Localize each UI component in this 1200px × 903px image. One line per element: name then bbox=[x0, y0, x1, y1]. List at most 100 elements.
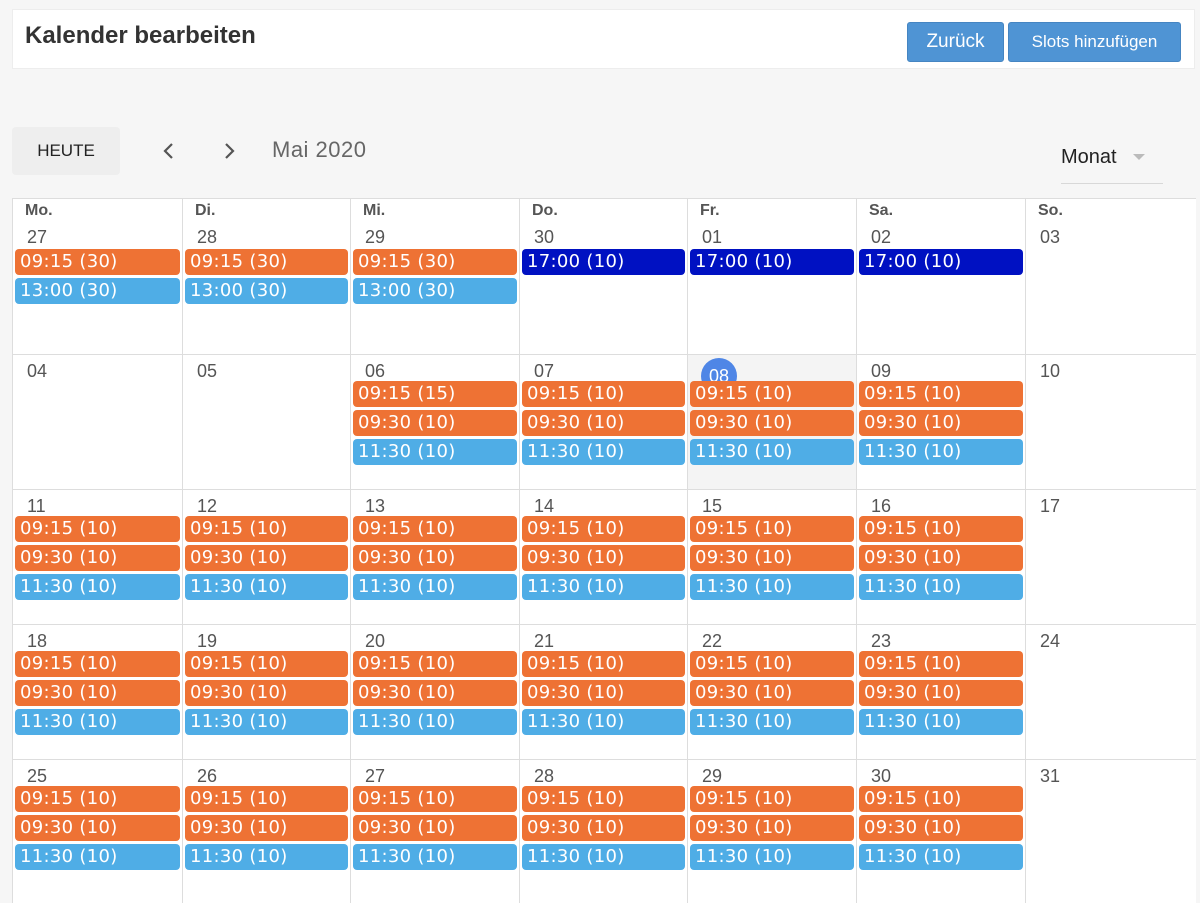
slot-event[interactable]: 09:15 (10) bbox=[859, 786, 1023, 812]
slot-event[interactable]: 11:30 (10) bbox=[353, 709, 517, 735]
chevron-right-icon[interactable] bbox=[216, 136, 244, 166]
day-cell[interactable]: 24 bbox=[1026, 625, 1196, 759]
slot-event[interactable]: 09:30 (10) bbox=[859, 815, 1023, 841]
slot-event[interactable]: 09:30 (10) bbox=[859, 545, 1023, 571]
day-cell[interactable]: 22 09:15 (10) 09:30 (10) 11:30 (10) bbox=[688, 625, 857, 759]
slot-event[interactable]: 09:15 (10) bbox=[185, 786, 348, 812]
day-cell[interactable]: 28 09:15 (10) 09:30 (10) 11:30 (10) bbox=[520, 760, 688, 903]
slot-event[interactable]: 09:30 (10) bbox=[185, 545, 348, 571]
day-cell[interactable]: 05 bbox=[183, 355, 351, 489]
day-cell[interactable]: 29 09:15 (10) 09:30 (10) 11:30 (10) bbox=[688, 760, 857, 903]
slot-event[interactable]: 13:00 (30) bbox=[15, 278, 180, 304]
day-cell[interactable]: 28 09:15 (30) 13:00 (30) bbox=[183, 223, 351, 354]
slot-event[interactable]: 11:30 (10) bbox=[15, 574, 180, 600]
day-cell[interactable]: 23 09:15 (10) 09:30 (10) 11:30 (10) bbox=[857, 625, 1026, 759]
slot-event[interactable]: 09:15 (10) bbox=[522, 381, 685, 407]
slot-event[interactable]: 09:15 (10) bbox=[859, 651, 1023, 677]
slot-event[interactable]: 09:30 (10) bbox=[690, 410, 854, 436]
slot-event[interactable]: 09:15 (30) bbox=[15, 249, 180, 275]
day-cell[interactable]: 21 09:15 (10) 09:30 (10) 11:30 (10) bbox=[520, 625, 688, 759]
slot-event[interactable]: 09:15 (10) bbox=[353, 516, 517, 542]
chevron-left-icon[interactable] bbox=[154, 136, 182, 166]
slot-event[interactable]: 09:30 (10) bbox=[859, 680, 1023, 706]
slot-event[interactable]: 09:30 (10) bbox=[522, 410, 685, 436]
day-cell[interactable]: 04 bbox=[13, 355, 183, 489]
slot-event[interactable]: 11:30 (10) bbox=[522, 709, 685, 735]
slot-event[interactable]: 09:15 (10) bbox=[690, 381, 854, 407]
slot-event[interactable]: 09:30 (10) bbox=[690, 545, 854, 571]
slot-event[interactable]: 09:15 (10) bbox=[353, 651, 517, 677]
day-cell[interactable]: 25 09:15 (10) 09:30 (10) 11:30 (10) bbox=[13, 760, 183, 903]
day-cell[interactable]: 01 17:00 (10) bbox=[688, 223, 857, 354]
slot-event[interactable]: 09:30 (10) bbox=[353, 410, 517, 436]
day-cell[interactable]: 27 09:15 (30) 13:00 (30) bbox=[13, 223, 183, 354]
day-cell[interactable]: 20 09:15 (10) 09:30 (10) 11:30 (10) bbox=[351, 625, 520, 759]
slot-event[interactable]: 09:15 (10) bbox=[15, 651, 180, 677]
day-cell[interactable]: 17 bbox=[1026, 490, 1196, 624]
slot-event[interactable]: 11:30 (10) bbox=[859, 709, 1023, 735]
slot-event[interactable]: 09:15 (10) bbox=[353, 786, 517, 812]
slot-event[interactable]: 09:15 (10) bbox=[690, 651, 854, 677]
slot-event[interactable]: 09:30 (10) bbox=[353, 680, 517, 706]
slot-event[interactable]: 09:30 (10) bbox=[185, 680, 348, 706]
day-cell[interactable]: 12 09:15 (10) 09:30 (10) 11:30 (10) bbox=[183, 490, 351, 624]
slot-event[interactable]: 09:15 (10) bbox=[522, 786, 685, 812]
slot-event[interactable]: 09:30 (10) bbox=[15, 815, 180, 841]
slot-event[interactable]: 09:15 (10) bbox=[522, 651, 685, 677]
day-cell-today[interactable]: 08 09:15 (10) 09:30 (10) 11:30 (10) bbox=[688, 355, 857, 489]
slot-event[interactable]: 13:00 (30) bbox=[353, 278, 517, 304]
slot-event[interactable]: 11:30 (10) bbox=[185, 574, 348, 600]
day-cell[interactable]: 15 09:15 (10) 09:30 (10) 11:30 (10) bbox=[688, 490, 857, 624]
day-cell[interactable]: 11 09:15 (10) 09:30 (10) 11:30 (10) bbox=[13, 490, 183, 624]
day-cell[interactable]: 02 17:00 (10) bbox=[857, 223, 1026, 354]
day-cell[interactable]: 16 09:15 (10) 09:30 (10) 11:30 (10) bbox=[857, 490, 1026, 624]
slot-event[interactable]: 11:30 (10) bbox=[690, 439, 854, 465]
slot-event[interactable]: 11:30 (10) bbox=[353, 844, 517, 870]
slot-event[interactable]: 11:30 (10) bbox=[690, 574, 854, 600]
slot-event[interactable]: 11:30 (10) bbox=[185, 709, 348, 735]
slot-event[interactable]: 09:15 (30) bbox=[185, 249, 348, 275]
slot-event[interactable]: 09:30 (10) bbox=[522, 680, 685, 706]
slot-event[interactable]: 09:15 (10) bbox=[690, 516, 854, 542]
slot-event[interactable]: 13:00 (30) bbox=[185, 278, 348, 304]
slot-event[interactable]: 11:30 (10) bbox=[353, 574, 517, 600]
slot-event[interactable]: 09:30 (10) bbox=[353, 815, 517, 841]
day-cell[interactable]: 26 09:15 (10) 09:30 (10) 11:30 (10) bbox=[183, 760, 351, 903]
slot-event[interactable]: 09:30 (10) bbox=[185, 815, 348, 841]
slot-event[interactable]: 09:15 (15) bbox=[353, 381, 517, 407]
slot-event[interactable]: 09:30 (10) bbox=[522, 815, 685, 841]
slot-event[interactable]: 09:30 (10) bbox=[522, 545, 685, 571]
slot-event[interactable]: 11:30 (10) bbox=[185, 844, 348, 870]
slot-event[interactable]: 09:15 (10) bbox=[522, 516, 685, 542]
day-cell[interactable]: 09 09:15 (10) 09:30 (10) 11:30 (10) bbox=[857, 355, 1026, 489]
day-cell[interactable]: 14 09:15 (10) 09:30 (10) 11:30 (10) bbox=[520, 490, 688, 624]
slot-event[interactable]: 11:30 (10) bbox=[15, 844, 180, 870]
day-cell[interactable]: 30 17:00 (10) bbox=[520, 223, 688, 354]
slot-event[interactable]: 09:15 (30) bbox=[353, 249, 517, 275]
day-cell[interactable]: 19 09:15 (10) 09:30 (10) 11:30 (10) bbox=[183, 625, 351, 759]
day-cell[interactable]: 13 09:15 (10) 09:30 (10) 11:30 (10) bbox=[351, 490, 520, 624]
day-cell[interactable]: 31 bbox=[1026, 760, 1196, 903]
day-cell[interactable]: 10 bbox=[1026, 355, 1196, 489]
today-button[interactable]: HEUTE bbox=[12, 127, 120, 175]
slot-event[interactable]: 09:30 (10) bbox=[690, 815, 854, 841]
slot-event[interactable]: 11:30 (10) bbox=[522, 844, 685, 870]
slot-event[interactable]: 09:30 (10) bbox=[859, 410, 1023, 436]
slot-event[interactable]: 17:00 (10) bbox=[690, 249, 854, 275]
day-cell[interactable]: 27 09:15 (10) 09:30 (10) 11:30 (10) bbox=[351, 760, 520, 903]
back-button[interactable]: Zurück bbox=[907, 22, 1004, 62]
day-cell[interactable]: 18 09:15 (10) 09:30 (10) 11:30 (10) bbox=[13, 625, 183, 759]
slot-event[interactable]: 11:30 (10) bbox=[522, 574, 685, 600]
slot-event[interactable]: 09:15 (10) bbox=[15, 516, 180, 542]
slot-event[interactable]: 17:00 (10) bbox=[859, 249, 1023, 275]
day-cell[interactable]: 06 09:15 (15) 09:30 (10) 11:30 (10) bbox=[351, 355, 520, 489]
slot-event[interactable]: 09:15 (10) bbox=[859, 516, 1023, 542]
slot-event[interactable]: 09:30 (10) bbox=[690, 680, 854, 706]
slot-event[interactable]: 11:30 (10) bbox=[859, 844, 1023, 870]
add-slots-button[interactable]: Slots hinzufügen bbox=[1008, 22, 1181, 62]
slot-event[interactable]: 11:30 (10) bbox=[15, 709, 180, 735]
slot-event[interactable]: 09:15 (10) bbox=[690, 786, 854, 812]
slot-event[interactable]: 09:30 (10) bbox=[15, 545, 180, 571]
slot-event[interactable]: 09:15 (10) bbox=[15, 786, 180, 812]
slot-event[interactable]: 17:00 (10) bbox=[522, 249, 685, 275]
